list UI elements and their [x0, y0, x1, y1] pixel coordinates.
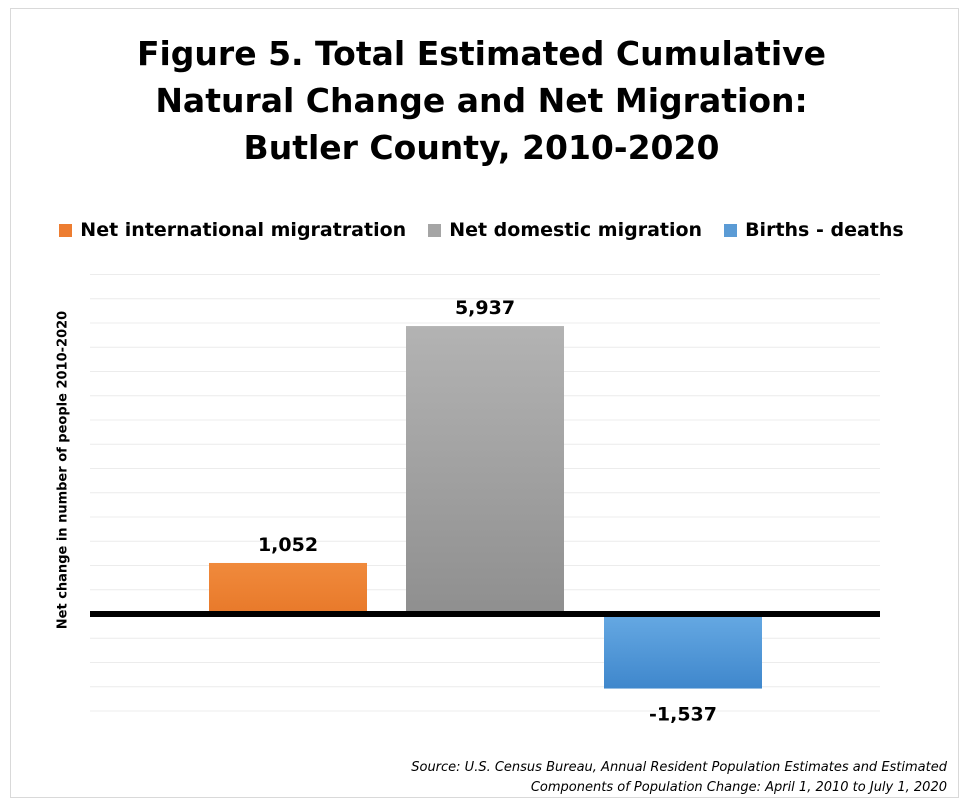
- legend-item-natural: Births - deaths: [724, 219, 904, 241]
- data-label-0: 1,052: [258, 534, 318, 556]
- chart-legend: Net international migratration Net domes…: [0, 216, 963, 244]
- chart-title-line-3: Butler County, 2010-2020: [243, 128, 720, 167]
- legend-label-natural: Births - deaths: [745, 219, 904, 241]
- data-label-2: -1,537: [649, 704, 717, 726]
- source-line-1: Source: U.S. Census Bureau, Annual Resid…: [411, 760, 947, 775]
- legend-label-domestic: Net domestic migration: [449, 219, 703, 241]
- source-line-2: Components of Population Change: April 1…: [530, 780, 947, 795]
- legend-item-international: Net international migratration: [59, 219, 406, 241]
- data-labels: 1,052 5,937 -1,537: [258, 297, 717, 725]
- legend-swatch-domestic: [428, 223, 442, 237]
- data-label-1: 5,937: [455, 297, 515, 319]
- legend-item-domestic: Net domestic migration: [428, 219, 702, 241]
- chart-title-line-2: Natural Change and Net Migration:: [155, 81, 808, 120]
- bar-0: [209, 562, 367, 614]
- legend-swatch-international: [59, 223, 73, 237]
- source-note: Source: U.S. Census Bureau, Annual Resid…: [247, 758, 947, 798]
- legend-swatch-natural: [724, 223, 738, 237]
- chart-title-line-1: Figure 5. Total Estimated Cumulative: [136, 34, 827, 73]
- chart-title: Figure 5. Total Estimated Cumulative Nat…: [0, 30, 963, 171]
- bar-1: [406, 326, 564, 614]
- legend-label-international: Net international migratration: [80, 219, 407, 241]
- bar-2: [604, 614, 762, 689]
- bars: [209, 326, 762, 689]
